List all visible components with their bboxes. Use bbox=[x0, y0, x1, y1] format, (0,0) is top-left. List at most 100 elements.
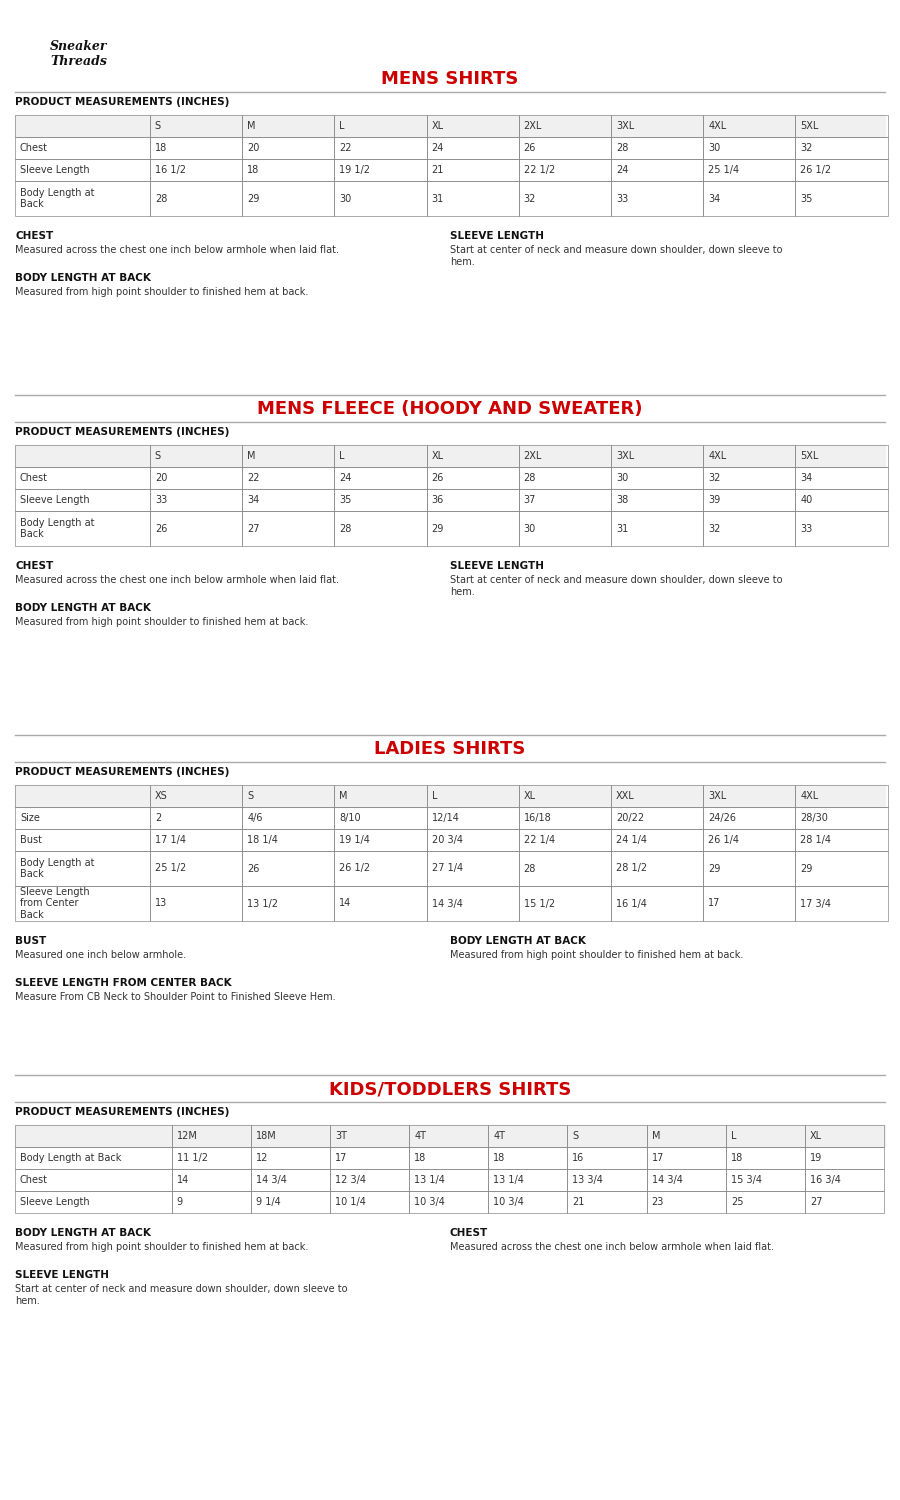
Text: 16 1/2: 16 1/2 bbox=[155, 165, 185, 176]
Text: BODY LENGTH AT BACK: BODY LENGTH AT BACK bbox=[15, 273, 151, 284]
Text: 25 1/4: 25 1/4 bbox=[708, 165, 739, 176]
Bar bbox=[242, 159, 334, 182]
Text: 16: 16 bbox=[572, 1154, 585, 1162]
Text: 10 3/4: 10 3/4 bbox=[414, 1197, 445, 1208]
Text: 17: 17 bbox=[708, 898, 721, 909]
Bar bbox=[149, 830, 242, 850]
Text: 4XL: 4XL bbox=[708, 122, 726, 130]
Text: PRODUCT MEASUREMENTS (INCHES): PRODUCT MEASUREMENTS (INCHES) bbox=[15, 427, 230, 436]
Text: Measured from high point shoulder to finished hem at back.: Measured from high point shoulder to fin… bbox=[15, 286, 309, 297]
Text: XL: XL bbox=[431, 122, 444, 130]
Bar bbox=[334, 886, 427, 921]
Bar bbox=[251, 1168, 330, 1191]
Text: Measured one inch below armhole.: Measured one inch below armhole. bbox=[15, 950, 186, 960]
Bar bbox=[427, 512, 518, 546]
Text: 4XL: 4XL bbox=[800, 790, 819, 801]
Text: 26 1/2: 26 1/2 bbox=[339, 864, 371, 873]
Bar bbox=[518, 489, 611, 512]
Text: 34: 34 bbox=[800, 472, 813, 483]
Bar bbox=[796, 850, 887, 886]
Text: 34: 34 bbox=[248, 495, 259, 506]
Bar bbox=[149, 446, 242, 466]
Text: Chest: Chest bbox=[20, 472, 48, 483]
Bar bbox=[611, 489, 703, 512]
Bar bbox=[242, 182, 334, 216]
Bar bbox=[611, 136, 703, 159]
Text: 13: 13 bbox=[155, 898, 167, 909]
Bar bbox=[334, 850, 427, 886]
Text: 8/10: 8/10 bbox=[339, 813, 361, 824]
Text: SLEEVE LENGTH FROM CENTER BACK: SLEEVE LENGTH FROM CENTER BACK bbox=[15, 978, 231, 988]
Text: 28: 28 bbox=[524, 472, 536, 483]
Bar bbox=[518, 466, 611, 489]
Bar bbox=[242, 446, 334, 466]
Bar bbox=[334, 182, 427, 216]
Text: Start at center of neck and measure down shoulder, down sleeve to
hem.: Start at center of neck and measure down… bbox=[15, 1284, 347, 1305]
Text: 21: 21 bbox=[572, 1197, 585, 1208]
Bar bbox=[15, 886, 149, 921]
Text: L: L bbox=[339, 452, 345, 460]
Text: Sleeve Length
from Center
Back: Sleeve Length from Center Back bbox=[20, 886, 90, 920]
Text: M: M bbox=[339, 790, 347, 801]
Bar bbox=[149, 784, 242, 807]
Bar bbox=[242, 830, 334, 850]
Text: 17 3/4: 17 3/4 bbox=[800, 898, 832, 909]
Bar bbox=[15, 1168, 172, 1191]
Text: Measured across the chest one inch below armhole when laid flat.: Measured across the chest one inch below… bbox=[15, 244, 339, 255]
Text: 14 3/4: 14 3/4 bbox=[652, 1174, 682, 1185]
Text: 10 3/4: 10 3/4 bbox=[493, 1197, 524, 1208]
Text: 35: 35 bbox=[800, 194, 813, 204]
Text: 4T: 4T bbox=[493, 1131, 505, 1142]
Bar bbox=[172, 1148, 251, 1168]
Text: 19 1/2: 19 1/2 bbox=[339, 165, 370, 176]
Text: 13 3/4: 13 3/4 bbox=[572, 1174, 603, 1185]
Bar bbox=[149, 136, 242, 159]
Bar bbox=[646, 1168, 725, 1191]
Text: Start at center of neck and measure down shoulder, down sleeve to
hem.: Start at center of neck and measure down… bbox=[450, 244, 782, 267]
Bar bbox=[611, 850, 703, 886]
Text: 18: 18 bbox=[414, 1154, 427, 1162]
Text: 12M: 12M bbox=[176, 1131, 197, 1142]
Text: Chest: Chest bbox=[20, 1174, 48, 1185]
Bar bbox=[518, 807, 611, 830]
Text: 28: 28 bbox=[616, 142, 628, 153]
Bar bbox=[427, 830, 518, 850]
Bar bbox=[149, 489, 242, 512]
Text: XL: XL bbox=[431, 452, 444, 460]
Bar bbox=[796, 466, 887, 489]
Bar bbox=[15, 784, 149, 807]
Bar bbox=[427, 886, 518, 921]
Text: CHEST: CHEST bbox=[15, 231, 53, 242]
Bar bbox=[489, 1168, 568, 1191]
Bar bbox=[15, 1191, 172, 1214]
Bar bbox=[703, 807, 796, 830]
Text: 32: 32 bbox=[800, 142, 813, 153]
Text: 26 1/4: 26 1/4 bbox=[708, 836, 739, 844]
Text: 3XL: 3XL bbox=[708, 790, 726, 801]
Text: 20: 20 bbox=[155, 472, 167, 483]
Text: 23: 23 bbox=[652, 1197, 664, 1208]
Bar bbox=[796, 512, 887, 546]
Bar bbox=[725, 1125, 805, 1148]
Bar bbox=[15, 116, 149, 136]
Bar bbox=[805, 1125, 884, 1148]
Bar bbox=[611, 784, 703, 807]
Bar bbox=[703, 446, 796, 466]
Text: 17: 17 bbox=[652, 1154, 664, 1162]
Text: 32: 32 bbox=[708, 524, 721, 534]
Text: 37: 37 bbox=[524, 495, 536, 506]
Text: PRODUCT MEASUREMENTS (INCHES): PRODUCT MEASUREMENTS (INCHES) bbox=[15, 98, 230, 106]
Bar bbox=[796, 182, 887, 216]
Bar bbox=[796, 886, 887, 921]
Bar bbox=[172, 1168, 251, 1191]
Bar bbox=[330, 1168, 410, 1191]
Text: 24 1/4: 24 1/4 bbox=[616, 836, 647, 844]
Bar bbox=[703, 850, 796, 886]
Text: 13 1/4: 13 1/4 bbox=[414, 1174, 445, 1185]
Bar bbox=[149, 886, 242, 921]
Bar bbox=[611, 512, 703, 546]
Text: L: L bbox=[731, 1131, 736, 1142]
Bar bbox=[611, 466, 703, 489]
Bar bbox=[518, 830, 611, 850]
Text: 26: 26 bbox=[155, 524, 167, 534]
